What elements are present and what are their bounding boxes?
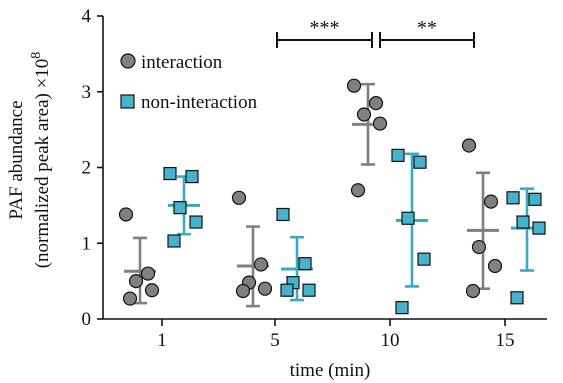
x-ticks: 1 5 10 15: [157, 319, 515, 351]
data-point-interaction: [487, 258, 503, 274]
data-point-interaction: [118, 207, 134, 222]
legend-label-interaction: interaction: [141, 52, 223, 73]
data-point-non-interaction: [163, 166, 177, 181]
y-ticks: 0 1 2 3 4: [82, 6, 103, 330]
y-axis-label-exponent: 8: [29, 52, 44, 59]
data-point-non-interaction: [413, 155, 427, 169]
x-tick-label: 15: [496, 330, 515, 351]
data-point-interaction: [257, 281, 273, 296]
data-point-non-interaction: [189, 215, 203, 229]
y-axis-label-line2: (normalized peak area) ×108: [29, 52, 53, 269]
data-point-non-interaction: [185, 169, 199, 184]
data-points: [118, 78, 546, 315]
y-axis-label-line1: PAF abundance: [6, 100, 27, 219]
data-point-non-interaction: [173, 201, 187, 215]
y-tick-label: 1: [82, 233, 92, 254]
data-point-non-interaction: [510, 291, 524, 305]
data-point-non-interaction: [528, 192, 542, 206]
data-point-non-interaction: [516, 215, 530, 229]
data-point-interaction: [465, 283, 481, 299]
data-point-interaction: [471, 239, 487, 255]
x-tick-label: 10: [381, 330, 400, 351]
data-point-interaction: [461, 138, 477, 153]
x-tick-label: 1: [157, 330, 167, 351]
data-point-interaction: [128, 274, 144, 289]
y-tick-label: 2: [82, 158, 92, 179]
legend: interaction non-interaction: [120, 52, 258, 113]
data-point-non-interaction: [395, 301, 409, 315]
legend-marker-non-interaction: [120, 94, 135, 109]
data-point-non-interaction: [276, 207, 290, 222]
x-axis-label: time (min): [290, 360, 371, 381]
data-point-interaction: [231, 190, 247, 205]
data-point-interaction: [144, 283, 160, 298]
data-point-interaction: [483, 194, 499, 209]
data-point-interaction: [122, 291, 138, 306]
y-axis-label: PAF abundance (normalized peak area) ×10…: [6, 52, 53, 269]
data-point-interaction: [346, 78, 362, 93]
data-point-non-interaction: [401, 211, 415, 225]
data-point-interaction: [235, 283, 251, 299]
legend-label-non-interaction: non-interaction: [141, 92, 258, 113]
y-tick-label: 0: [82, 309, 92, 330]
data-point-non-interaction: [532, 221, 546, 235]
data-point-non-interaction: [302, 283, 316, 297]
x-tick-label: 5: [270, 330, 280, 351]
data-point-non-interaction: [417, 252, 431, 266]
significance-annotations: *** **: [276, 17, 475, 48]
data-point-non-interaction: [506, 191, 520, 205]
legend-marker-interaction: [120, 53, 136, 69]
data-point-interaction: [368, 96, 384, 111]
data-point-non-interaction: [280, 283, 294, 297]
y-tick-label: 4: [82, 6, 92, 27]
data-point-non-interaction: [298, 257, 312, 271]
significance-label: ***: [310, 17, 340, 39]
y-axis-label-line2-text: (normalized peak area) ×10: [32, 59, 53, 269]
data-point-interaction: [356, 107, 372, 122]
data-point-non-interaction: [167, 234, 181, 248]
y-tick-label: 3: [82, 82, 92, 103]
error-bars: [124, 82, 543, 308]
data-point-interaction: [253, 257, 269, 272]
data-point-interaction: [372, 116, 388, 131]
significance-label: **: [417, 17, 437, 39]
data-point-interaction: [350, 183, 366, 198]
data-point-non-interaction: [391, 148, 405, 162]
data-point-interaction: [140, 266, 156, 281]
